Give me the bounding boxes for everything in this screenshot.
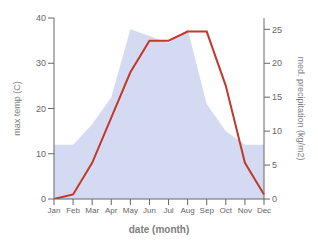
svg-text:Jan: Jan [48,206,61,215]
svg-text:Dec: Dec [257,206,271,215]
svg-text:Jun: Jun [143,206,156,215]
svg-text:max temp (C): max temp (C) [12,81,22,136]
svg-text:Jul: Jul [163,206,173,215]
svg-text:med. precipitation (kg/m2): med. precipitation (kg/m2) [296,56,306,160]
svg-text:Nov: Nov [238,206,252,215]
svg-text:Feb: Feb [66,206,80,215]
svg-text:25: 25 [272,25,282,35]
svg-text:Sep: Sep [200,206,215,215]
svg-text:0: 0 [272,194,277,204]
svg-text:Apr: Apr [105,206,118,215]
svg-text:10: 10 [36,149,46,159]
svg-text:15: 15 [272,92,282,102]
svg-text:30: 30 [36,58,46,68]
svg-text:20: 20 [36,104,46,114]
svg-text:5: 5 [272,160,277,170]
svg-text:Mar: Mar [85,206,99,215]
svg-text:40: 40 [36,13,46,23]
svg-text:10: 10 [272,126,282,136]
svg-text:Aug: Aug [181,206,195,215]
svg-text:date (month): date (month) [129,224,190,235]
svg-text:Oct: Oct [220,206,233,215]
svg-text:20: 20 [272,58,282,68]
svg-text:May: May [123,206,138,215]
svg-text:0: 0 [41,194,46,204]
